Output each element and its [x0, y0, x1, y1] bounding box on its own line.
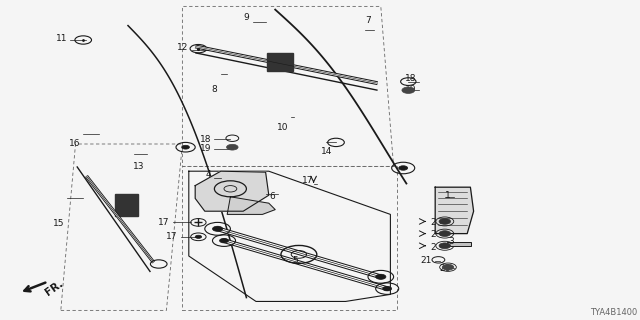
Polygon shape [268, 52, 293, 70]
Text: 20: 20 [440, 264, 451, 273]
Circle shape [383, 286, 392, 291]
Text: 5: 5 [292, 256, 298, 265]
Text: 18: 18 [200, 135, 211, 144]
Text: 17: 17 [158, 218, 170, 227]
Text: 2: 2 [431, 218, 436, 227]
Text: FR.: FR. [44, 278, 65, 298]
Text: 3: 3 [449, 237, 454, 246]
Circle shape [439, 231, 451, 236]
Text: 13: 13 [132, 162, 144, 171]
Text: 12: 12 [177, 44, 189, 52]
Circle shape [195, 235, 202, 238]
Text: 1: 1 [445, 191, 451, 200]
Circle shape [402, 87, 415, 93]
Text: TYA4B1400: TYA4B1400 [589, 308, 637, 317]
Text: 16: 16 [68, 140, 80, 148]
Text: 9: 9 [244, 13, 250, 22]
Text: 6: 6 [269, 192, 275, 201]
Text: 10: 10 [276, 124, 288, 132]
Text: 15: 15 [52, 220, 64, 228]
Text: 4: 4 [205, 170, 211, 179]
Text: 19: 19 [200, 144, 211, 153]
Text: 14: 14 [321, 148, 333, 156]
Circle shape [182, 145, 189, 149]
Text: 7: 7 [365, 16, 371, 25]
Circle shape [212, 226, 223, 231]
Text: 8: 8 [212, 85, 218, 94]
Circle shape [439, 219, 451, 224]
Text: 19: 19 [404, 85, 416, 94]
Polygon shape [227, 197, 275, 214]
FancyBboxPatch shape [447, 242, 471, 246]
Circle shape [399, 166, 408, 170]
Text: 17: 17 [166, 232, 178, 241]
Text: 11: 11 [56, 34, 67, 43]
Text: 21: 21 [420, 256, 432, 265]
Text: 18: 18 [404, 74, 416, 83]
Circle shape [220, 238, 228, 243]
Polygon shape [435, 187, 474, 234]
Polygon shape [115, 194, 138, 216]
Text: 2: 2 [431, 230, 436, 239]
Circle shape [439, 243, 451, 249]
Circle shape [376, 274, 386, 279]
Text: 2: 2 [431, 243, 436, 252]
Circle shape [227, 144, 238, 150]
Circle shape [442, 264, 454, 270]
Polygon shape [195, 171, 269, 211]
Text: 17: 17 [302, 176, 314, 185]
